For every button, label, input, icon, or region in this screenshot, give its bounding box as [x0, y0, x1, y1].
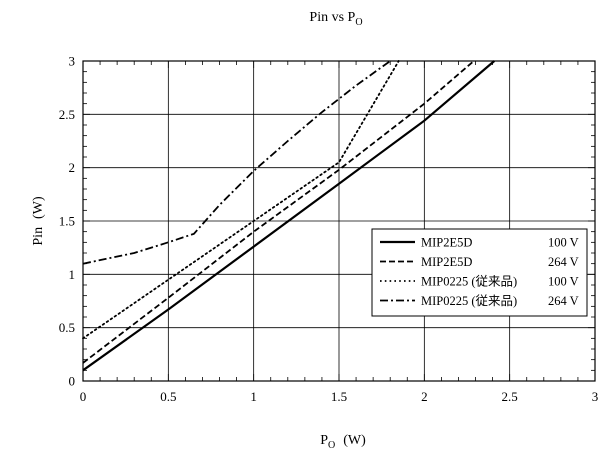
y-tick-label: 1 — [69, 267, 76, 282]
x-tick-label: 2 — [421, 389, 428, 404]
legend-name-4: MIP0225 (従来品) — [421, 294, 517, 308]
x-tick-label: 1.5 — [331, 389, 347, 404]
y-tick-label: 3 — [69, 54, 76, 69]
y-tick-labels: 0 0.5 1 1.5 2 2.5 3 — [59, 54, 75, 389]
y-tick-label: 2.5 — [59, 107, 75, 122]
x-tick-label: 3 — [592, 389, 599, 404]
x-axis-label: PO (W) — [320, 433, 366, 451]
legend-voltage-4: 264 V — [548, 294, 579, 308]
x-tick-label: 2.5 — [502, 389, 518, 404]
series-line-2 — [82, 60, 475, 364]
legend-box — [371, 228, 588, 317]
legend-name-2: MIP2E5D — [421, 255, 472, 269]
x-tick-label: 0.5 — [160, 389, 176, 404]
plot-frame — [82, 60, 596, 382]
legend-name-1: MIP2E5D — [421, 236, 472, 250]
legend-voltage-1: 100 V — [548, 236, 579, 250]
y-tick-label: 0.5 — [59, 320, 75, 335]
legend-name-3: MIP0225 (従来品) — [421, 275, 517, 289]
y-tick-label: 0 — [69, 374, 76, 389]
chart-title: Pin vs PO — [309, 10, 362, 28]
x-tick-label: 0 — [80, 389, 87, 404]
series-line-4 — [82, 60, 391, 265]
legend: MIP2E5D 100 V MIP2E5D 264 V MIP0225 (従来品) 100… — [371, 228, 588, 317]
series-lines — [82, 60, 496, 372]
x-tick-labels: 0 0.5 1 1.5 2 2.5 3 — [80, 389, 599, 404]
series-line-3 — [82, 60, 400, 340]
legend-voltage-3: 100 V — [548, 275, 579, 289]
x-tick-label: 1 — [250, 389, 257, 404]
legend-voltage-2: 264 V — [548, 255, 579, 269]
y-tick-label: 2 — [69, 160, 76, 175]
series-line-1 — [82, 60, 496, 372]
grid-lines — [83, 61, 595, 381]
y-axis-label: Pin(W) — [31, 196, 46, 246]
y-tick-label: 1.5 — [59, 214, 75, 229]
